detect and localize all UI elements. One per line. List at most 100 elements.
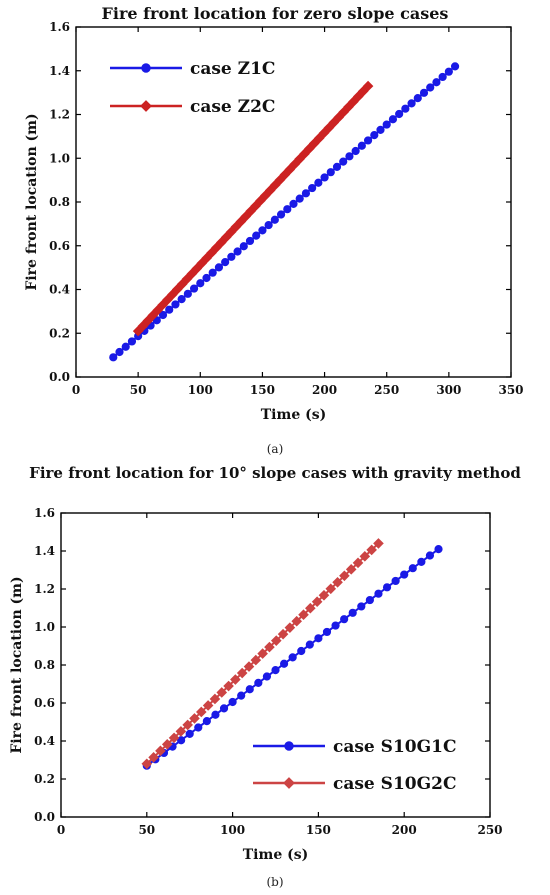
data-point: [189, 713, 200, 724]
data-point: [162, 294, 173, 306]
data-point: [388, 115, 398, 124]
data-point: [194, 723, 203, 732]
data-point: [308, 183, 317, 193]
data-point: [345, 152, 354, 161]
data-point: [331, 621, 340, 630]
data-point: [270, 635, 282, 646]
data-point: [209, 693, 221, 705]
data-point: [270, 215, 279, 224]
data-point: [137, 320, 149, 332]
chart-title: Fire front location for 10° slope cases …: [29, 464, 521, 482]
data-point: [243, 661, 255, 672]
x-tick-label: 300: [436, 383, 461, 397]
data-point: [252, 231, 261, 240]
data-point: [262, 672, 272, 681]
data-point: [348, 608, 357, 617]
data-point: [333, 112, 345, 123]
legend-marker: [141, 63, 151, 73]
data-point: [311, 596, 323, 608]
data-point: [196, 706, 207, 718]
x-tick-label: 150: [306, 823, 331, 837]
data-point: [177, 736, 186, 745]
panel-caption: (b): [266, 875, 284, 889]
y-tick-label: 0.0: [34, 810, 55, 824]
data-point: [167, 289, 178, 300]
data-point: [214, 263, 224, 272]
data-point: [142, 315, 154, 326]
data-point: [186, 268, 198, 280]
data-point: [374, 589, 383, 598]
data-point: [289, 158, 300, 170]
data-point: [176, 278, 188, 290]
data-point: [328, 117, 340, 128]
data-point: [314, 634, 323, 643]
y-tick-label: 1.4: [34, 544, 55, 558]
data-point: [271, 666, 280, 675]
chart-panel-a: Fire front location for zero slope cases…: [24, 4, 524, 456]
data-point: [216, 687, 228, 698]
data-point: [255, 195, 266, 207]
legend-marker: [284, 741, 294, 751]
data-point: [395, 109, 404, 119]
legend-label: case Z2C: [190, 97, 275, 117]
legend-marker: [140, 100, 152, 112]
data-point: [322, 627, 332, 637]
data-point: [264, 641, 275, 653]
data-point: [352, 557, 364, 569]
data-point: [357, 141, 366, 150]
data-point: [425, 551, 435, 560]
data-point: [245, 205, 256, 217]
data-point: [432, 78, 441, 87]
data-point: [332, 162, 342, 171]
data-point: [240, 211, 252, 222]
y-axis-label: Fire front location (m): [9, 576, 25, 753]
data-point: [208, 268, 217, 277]
x-tick-label: 50: [138, 823, 155, 837]
data-point: [339, 570, 350, 582]
data-point: [318, 589, 330, 601]
data-point: [148, 752, 159, 763]
y-tick-label: 1.6: [49, 20, 70, 34]
data-point: [220, 231, 232, 243]
data-point: [196, 279, 205, 288]
data-point: [264, 220, 273, 230]
data-point: [202, 717, 211, 726]
data-point: [304, 143, 315, 154]
chart-panel-b: Fire front location for 10° slope cases …: [0, 462, 550, 895]
chart-title: Fire front location for zero slope cases: [101, 4, 449, 23]
data-point: [245, 685, 254, 694]
data-point: [152, 304, 164, 316]
legend-marker: [283, 777, 295, 789]
data-point: [370, 131, 379, 140]
data-point: [357, 602, 366, 611]
data-point: [365, 595, 374, 605]
data-point: [276, 210, 286, 219]
data-point: [376, 125, 385, 134]
data-point: [237, 691, 246, 700]
data-point: [343, 101, 354, 113]
data-point: [206, 247, 217, 259]
data-point: [426, 83, 435, 92]
data-point: [250, 654, 262, 666]
data-point: [250, 200, 261, 212]
data-point: [323, 122, 335, 134]
data-point: [157, 299, 168, 311]
y-tick-label: 0.8: [49, 195, 70, 209]
data-point: [301, 189, 311, 198]
data-point: [382, 583, 392, 592]
data-point: [196, 257, 208, 269]
data-point: [325, 583, 337, 595]
data-point: [362, 80, 374, 92]
data-point: [216, 237, 227, 248]
y-tick-label: 0.0: [49, 370, 70, 384]
data-point: [225, 226, 237, 238]
data-point: [314, 178, 323, 187]
data-point: [235, 216, 247, 227]
y-tick-label: 0.2: [34, 772, 55, 786]
x-tick-label: 0: [72, 383, 80, 397]
data-point: [254, 678, 263, 687]
data-point: [284, 622, 296, 633]
data-point: [202, 273, 211, 283]
x-axis-label: Time (s): [261, 407, 326, 423]
data-point: [352, 91, 364, 102]
